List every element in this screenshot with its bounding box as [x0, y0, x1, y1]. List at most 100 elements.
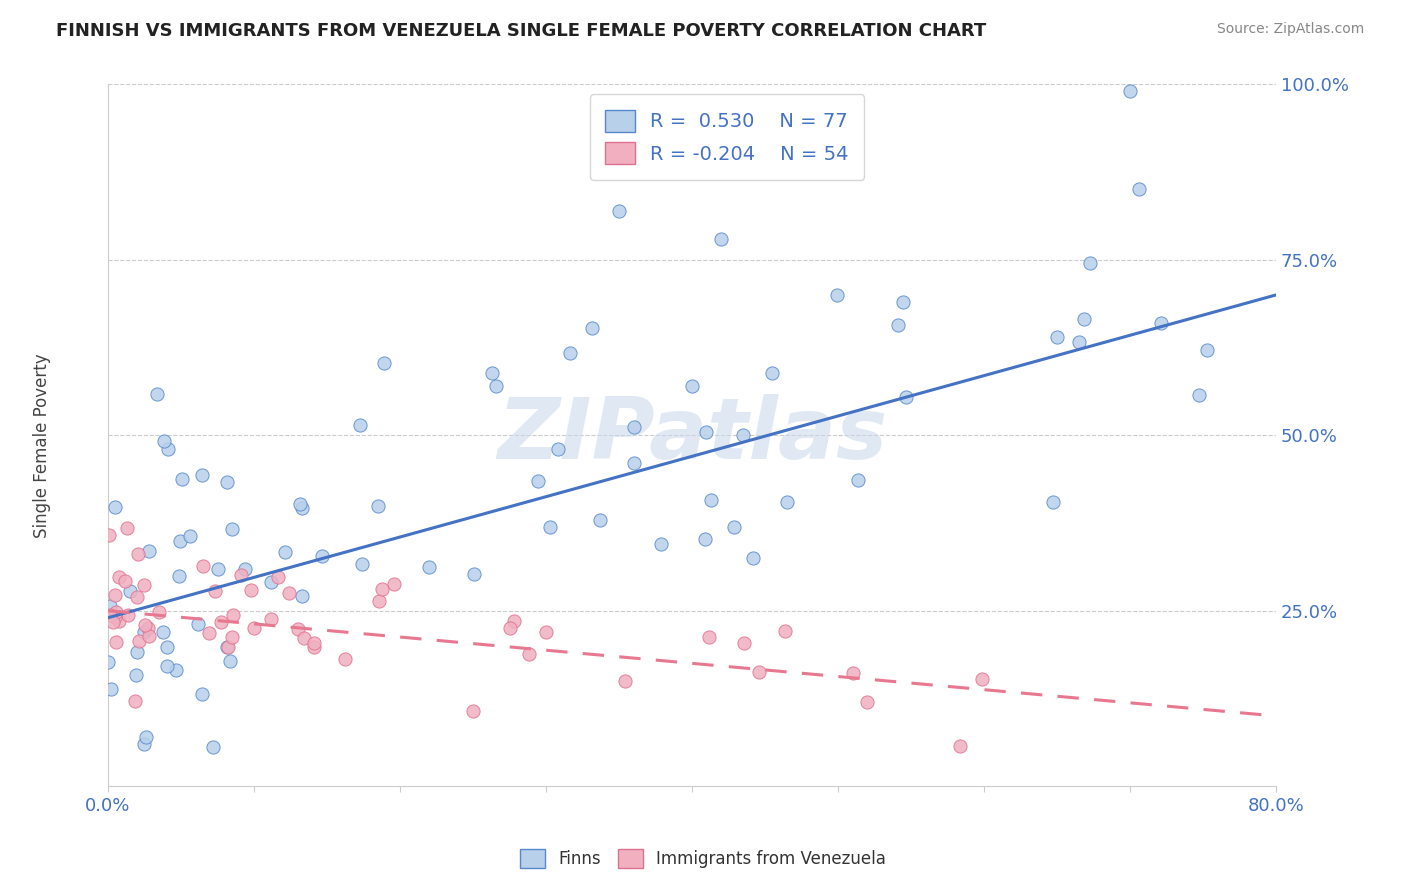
Point: [827, 287, 849, 301]
Point: [191, 687, 214, 701]
Point: [124, 668, 146, 682]
Point: [97, 528, 120, 542]
Point: [856, 695, 879, 709]
Point: [108, 570, 131, 584]
Point: [846, 473, 869, 487]
Point: [114, 574, 136, 588]
Point: [1187, 388, 1209, 402]
Point: [222, 608, 245, 623]
Point: [461, 704, 484, 718]
Point: [949, 739, 972, 754]
Point: [742, 550, 765, 565]
Point: [165, 663, 187, 677]
Point: [105, 605, 128, 619]
Point: [288, 498, 311, 512]
Point: [229, 567, 252, 582]
Point: [1128, 182, 1150, 196]
Point: [503, 614, 526, 628]
Point: [335, 652, 357, 666]
Point: [274, 545, 297, 559]
Point: [526, 474, 548, 488]
Point: [132, 624, 155, 639]
Point: [115, 521, 138, 535]
Point: [517, 647, 540, 661]
Point: [97, 656, 120, 670]
Point: [731, 428, 754, 442]
Point: [1067, 334, 1090, 349]
Point: [127, 547, 149, 561]
Text: FINNISH VS IMMIGRANTS FROM VENEZUELA SINGLE FEMALE POVERTY CORRELATION CHART: FINNISH VS IMMIGRANTS FROM VENEZUELA SIN…: [56, 22, 987, 40]
Point: [132, 737, 155, 751]
Point: [607, 203, 630, 218]
Point: [207, 562, 229, 576]
Point: [650, 537, 672, 551]
Point: [138, 629, 160, 643]
Point: [146, 387, 169, 401]
Point: [100, 681, 122, 696]
Point: [152, 624, 174, 639]
Point: [101, 615, 124, 629]
Point: [98, 599, 121, 613]
Point: [233, 561, 256, 575]
Point: [710, 232, 733, 246]
Text: ZIPatlas: ZIPatlas: [496, 393, 887, 477]
Point: [498, 621, 520, 635]
Point: [221, 630, 243, 644]
Point: [373, 356, 395, 370]
Point: [623, 457, 645, 471]
Point: [240, 583, 263, 598]
Point: [302, 636, 325, 650]
Point: [127, 590, 149, 604]
Point: [733, 636, 755, 650]
Point: [382, 576, 405, 591]
Text: Single Female Poverty: Single Female Poverty: [34, 354, 51, 538]
Point: [534, 624, 557, 639]
Point: [128, 634, 150, 648]
Point: [581, 321, 603, 335]
Text: Source: ZipAtlas.com: Source: ZipAtlas.com: [1216, 22, 1364, 37]
Point: [98, 607, 121, 622]
Point: [277, 586, 299, 600]
Point: [148, 605, 170, 619]
Point: [367, 499, 389, 513]
Point: [138, 544, 160, 558]
Point: [260, 612, 283, 626]
Point: [1195, 343, 1218, 357]
Point: [748, 665, 770, 679]
Point: [1046, 330, 1069, 344]
Point: [368, 593, 391, 607]
Point: [104, 609, 127, 624]
Point: [204, 583, 226, 598]
Point: [1150, 316, 1173, 330]
Point: [105, 634, 128, 648]
Point: [125, 645, 148, 659]
Point: [104, 588, 127, 602]
Point: [187, 616, 209, 631]
Legend: Finns, Immigrants from Venezuela: Finns, Immigrants from Venezuela: [513, 843, 893, 875]
Point: [481, 366, 503, 380]
Point: [169, 533, 191, 548]
Point: [198, 626, 221, 640]
Point: [201, 740, 224, 755]
Point: [117, 607, 139, 622]
Point: [260, 575, 283, 590]
Point: [217, 640, 239, 654]
Point: [287, 622, 309, 636]
Point: [560, 346, 582, 360]
Point: [267, 570, 290, 584]
Point: [135, 730, 157, 744]
Point: [1078, 256, 1101, 270]
Point: [613, 673, 636, 688]
Point: [589, 513, 612, 527]
Point: [970, 673, 993, 687]
Point: [623, 420, 645, 434]
Point: [463, 566, 485, 581]
Point: [304, 640, 326, 654]
Point: [243, 621, 266, 635]
Point: [699, 492, 721, 507]
Point: [118, 584, 141, 599]
Point: [773, 624, 796, 639]
Point: [124, 694, 146, 708]
Point: [693, 533, 716, 547]
Point: [547, 442, 569, 456]
